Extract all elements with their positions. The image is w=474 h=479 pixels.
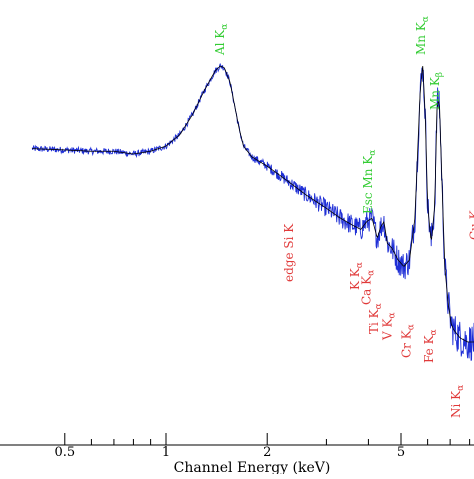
x-axis-label: Channel Energy (keV) [174, 460, 331, 474]
line-annotation-subscript: β [435, 72, 445, 77]
line-annotation: Cr Kα [400, 324, 417, 358]
line-annotation: Mn Kβ [428, 72, 445, 110]
line-annotation: Cu K [468, 209, 474, 240]
line-annotation-subscript: α [429, 329, 439, 335]
line-annotation: edge Si K [282, 223, 296, 282]
line-annotation-subscript: α [407, 324, 417, 330]
line-annotation-subscript: α [220, 24, 230, 30]
line-annotation: V Kα [381, 312, 398, 341]
data-series-line [31, 62, 474, 361]
line-annotation: K Kα [348, 262, 365, 290]
line-annotation: Al Kα [213, 24, 230, 56]
line-annotation: Mn Kα [414, 16, 431, 55]
x-tick-label: 1 [162, 445, 170, 460]
line-annotation-subscript: α [374, 303, 384, 309]
line-annotation: Ca Kα [360, 270, 377, 305]
x-tick-label: 5 [397, 445, 405, 460]
line-annotation: Fe Kα [422, 329, 439, 363]
x-tick-label: 0.5 [54, 445, 75, 460]
line-annotation-subscript: α [388, 312, 398, 318]
line-annotation: Ni Kα [449, 385, 466, 418]
line-annotation: Ti Kα [367, 303, 384, 334]
line-annotation-subscript: α [421, 16, 431, 22]
line-annotation-subscript: α [456, 385, 466, 391]
line-annotation-subscript: α [368, 150, 378, 156]
line-annotation-subscript: α [367, 270, 377, 276]
x-tick-label: 2 [263, 445, 271, 460]
line-annotation: Esc Mn Kα [361, 150, 378, 214]
model-series-line [32, 65, 474, 343]
line-annotation-subscript: α [355, 262, 365, 268]
